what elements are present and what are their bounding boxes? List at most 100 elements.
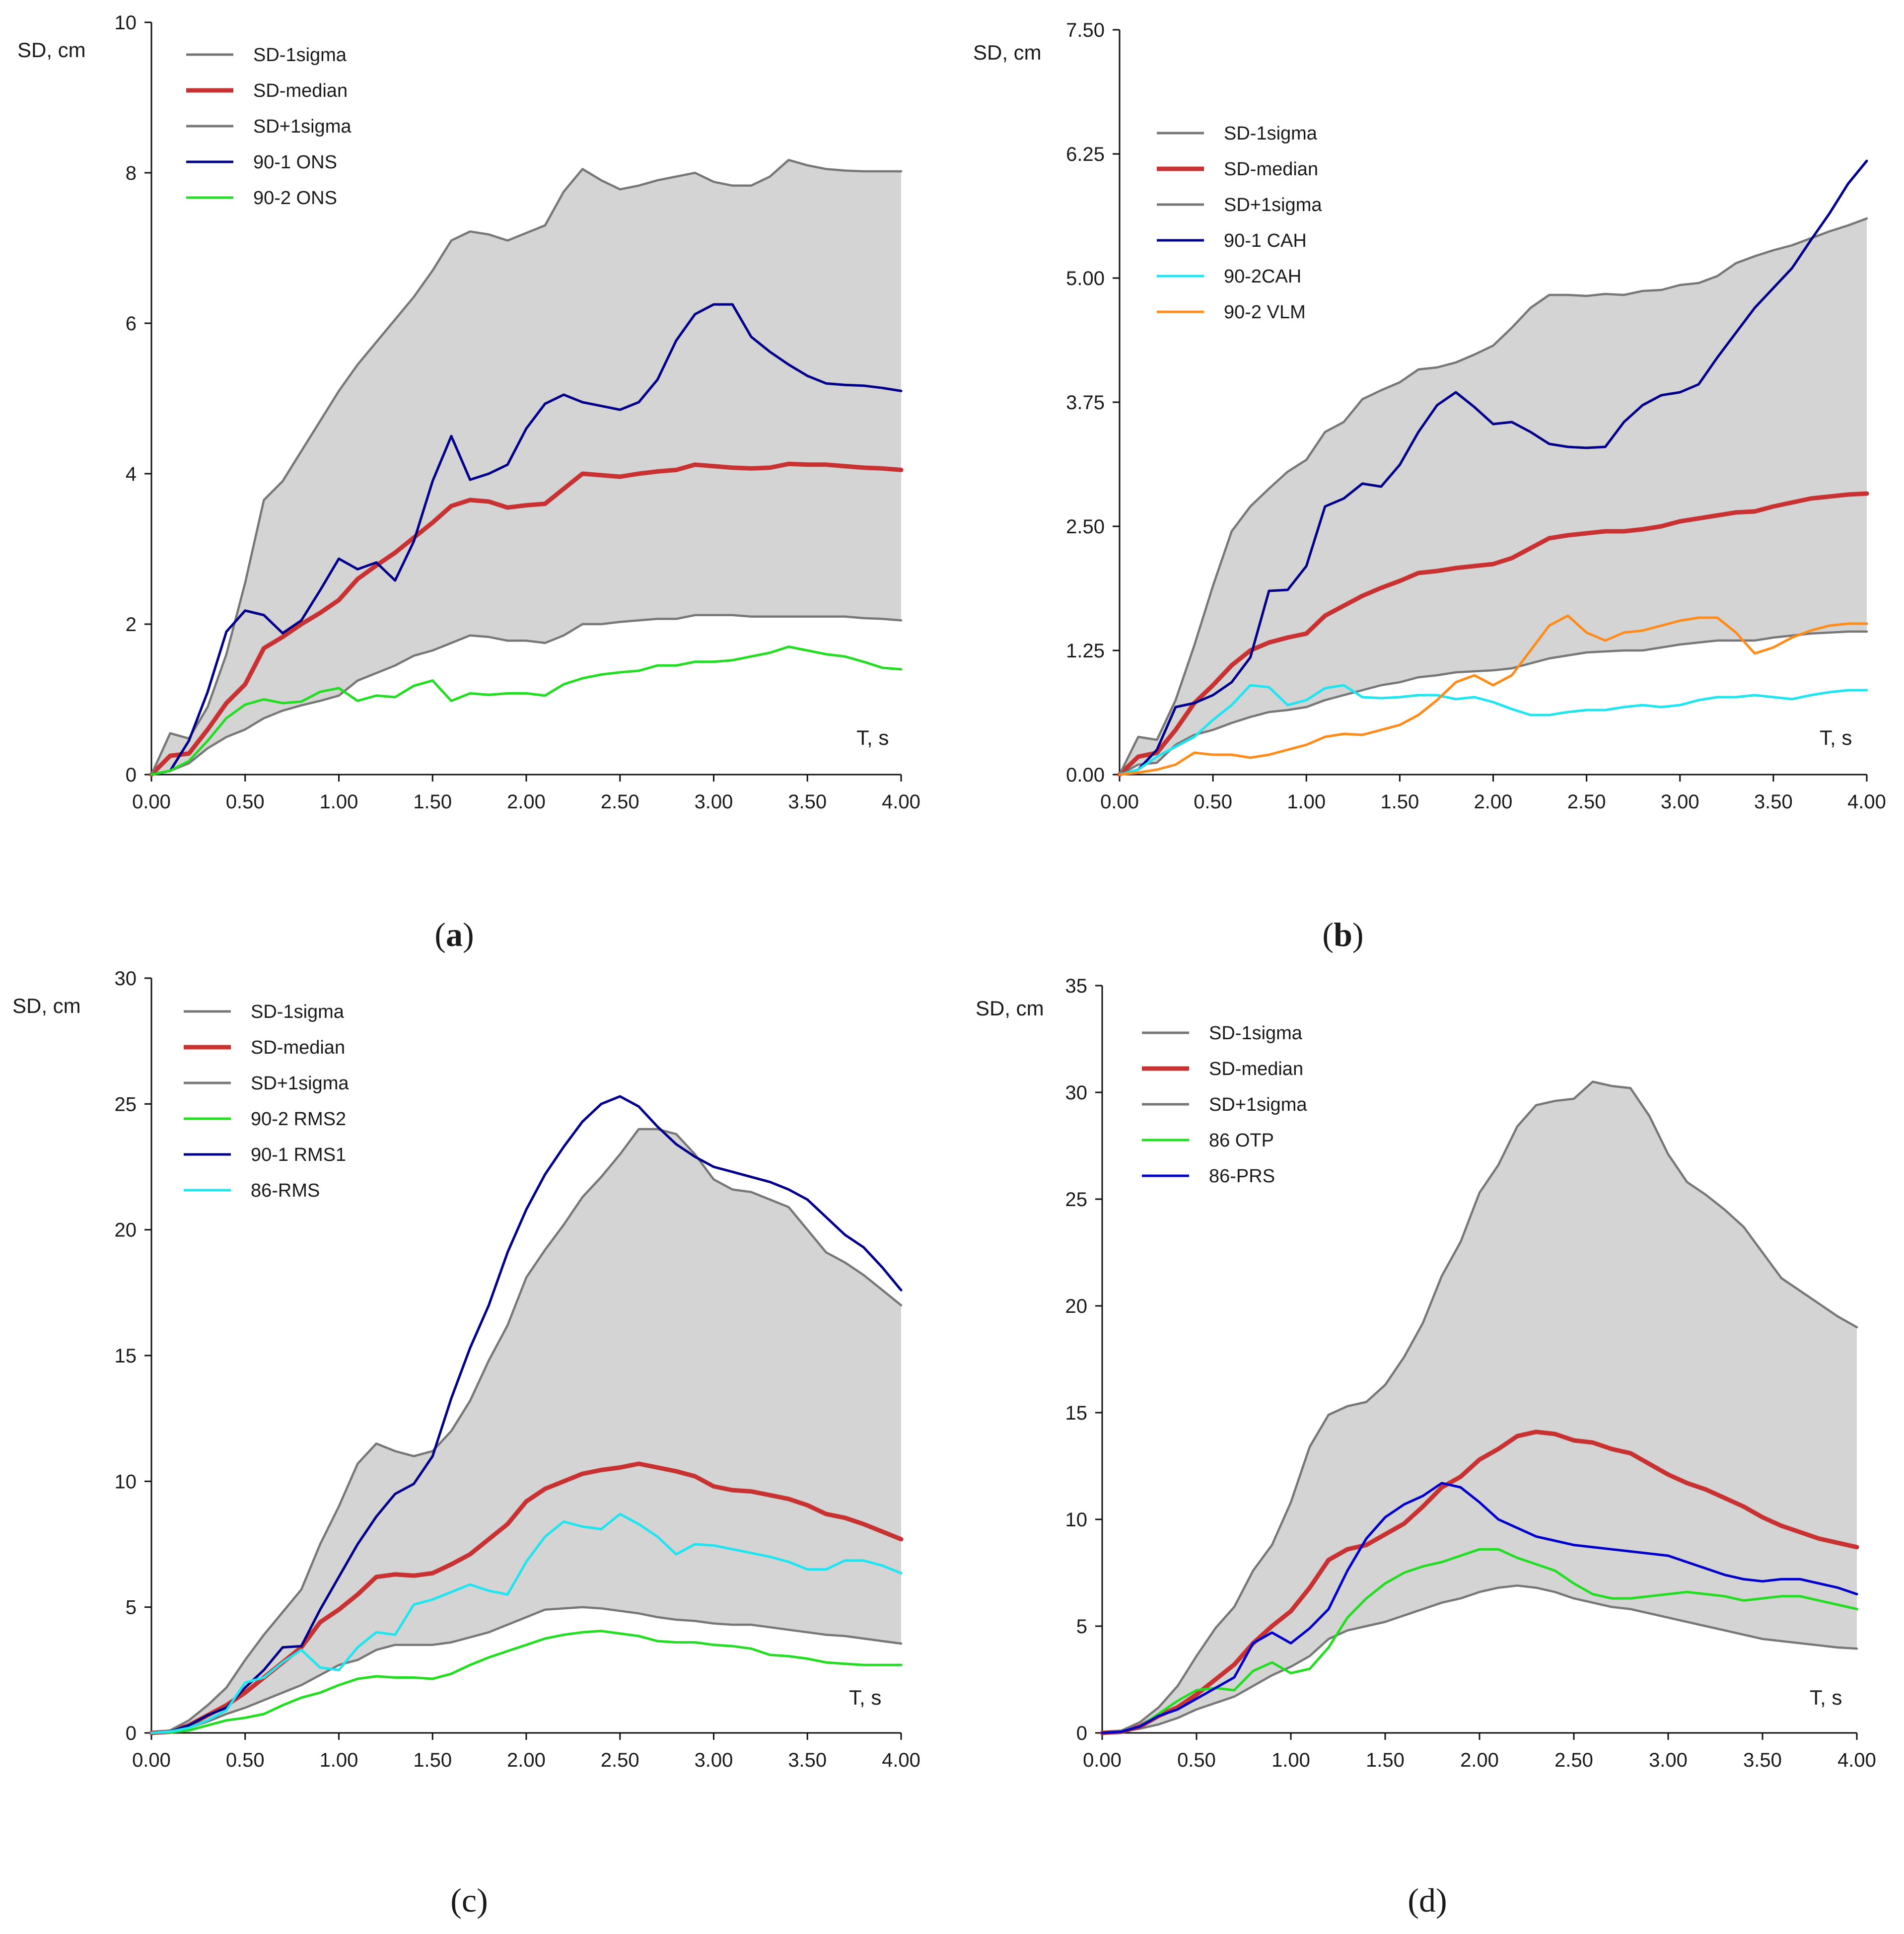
x-tick-label: 2.00 bbox=[1460, 1749, 1499, 1771]
legend-label: 90-2 ONS bbox=[253, 188, 337, 209]
y-tick-label: 7.50 bbox=[1066, 19, 1105, 41]
x-tick-label: 3.00 bbox=[1661, 791, 1699, 813]
sigma-band bbox=[151, 160, 901, 775]
series-line-86-prs bbox=[1101, 1482, 1858, 1734]
legend-label: 86-PRS bbox=[1209, 1166, 1275, 1187]
x-axis-label: T, s bbox=[849, 1686, 881, 1709]
x-tick-label: 3.50 bbox=[1743, 1749, 1782, 1771]
panel-caption: (b) bbox=[1322, 916, 1363, 953]
legend-label: SD+1sigma bbox=[253, 116, 352, 137]
x-tick-label: 3.50 bbox=[1754, 791, 1793, 813]
y-tick-label: 2.50 bbox=[1066, 516, 1105, 538]
legend: SD-1sigma SD-median SD+1sigma 90-1 CAH 90-2C… bbox=[1157, 123, 1322, 323]
x-tick-label: 2.00 bbox=[1474, 791, 1513, 813]
series-line-90-1-cah bbox=[1118, 159, 1868, 776]
series-line-sd-median bbox=[1100, 1430, 1859, 1735]
x-tick-label: 1.00 bbox=[320, 1749, 358, 1771]
panel-caption: (d) bbox=[1408, 1881, 1447, 1919]
x-tick-label: 4.00 bbox=[1837, 1749, 1876, 1771]
y-tick-label: 5.00 bbox=[1066, 268, 1105, 289]
series-line-90-2-rms2 bbox=[150, 1630, 903, 1734]
series-line-sd-1sigma bbox=[150, 614, 903, 776]
x-tick-label: 1.50 bbox=[1366, 1749, 1405, 1771]
x-tick-label: 0.50 bbox=[226, 791, 265, 813]
x-tick-label: 4.00 bbox=[882, 1749, 920, 1771]
series-line-sd-1sigma bbox=[150, 1606, 903, 1734]
legend-label: 90-2CAH bbox=[1224, 266, 1301, 287]
y-tick-label: 10 bbox=[115, 1471, 137, 1493]
x-axis-label: T, s bbox=[1820, 726, 1852, 749]
series-line-90-1-ons bbox=[150, 303, 903, 776]
y-tick-label: 8 bbox=[126, 162, 137, 184]
x-tick-label: 1.50 bbox=[413, 1749, 452, 1771]
x-tick-label: 2.50 bbox=[1554, 1749, 1593, 1771]
x-tick-label: 3.50 bbox=[788, 1749, 827, 1771]
x-tick-label: 4.00 bbox=[882, 791, 920, 813]
legend-label: 86 OTP bbox=[1209, 1130, 1274, 1151]
y-tick-label: 30 bbox=[1065, 1082, 1088, 1104]
x-tick-label: 3.00 bbox=[1649, 1749, 1688, 1771]
legend-label: SD+1sigma bbox=[251, 1073, 349, 1094]
series-line-sd-1sigma bbox=[150, 1128, 903, 1734]
y-tick-label: 0 bbox=[1076, 1722, 1087, 1744]
y-tick-label: 10 bbox=[115, 12, 137, 34]
x-tick-label: 0.00 bbox=[132, 791, 171, 813]
legend-label: SD-1sigma bbox=[251, 1002, 345, 1022]
y-tick-label: 0.00 bbox=[1066, 764, 1105, 786]
y-axis-label: SD, cm bbox=[12, 994, 81, 1017]
y-tick-label: 6.25 bbox=[1066, 143, 1105, 165]
legend-label: SD-median bbox=[251, 1037, 345, 1058]
series-line-86-rms bbox=[150, 1512, 903, 1734]
x-tick-label: 3.50 bbox=[788, 791, 827, 813]
series-line-sd-1sigma bbox=[1101, 1080, 1858, 1734]
y-tick-label: 10 bbox=[1065, 1509, 1088, 1531]
panel-caption: (a) bbox=[434, 916, 474, 953]
x-tick-label: 2.50 bbox=[1567, 791, 1606, 813]
y-tick-label: 0 bbox=[126, 1722, 137, 1744]
legend-label: SD-1sigma bbox=[1224, 123, 1318, 144]
y-tick-label: 3.75 bbox=[1066, 392, 1105, 414]
series-line-90-2-ons bbox=[150, 645, 903, 776]
chart-panel-a: 0 2 4 6 8 10 0.00 0.50 1.00 1.50 2.00 2.50 3.00 3.50 4… bbox=[17, 12, 920, 953]
x-tick-label: 0.50 bbox=[1177, 1749, 1216, 1771]
legend-label: SD-1sigma bbox=[253, 45, 347, 66]
x-tick-label: 1.00 bbox=[1287, 791, 1326, 813]
panel-caption: (c) bbox=[450, 1881, 488, 1919]
y-axis-label: SD, cm bbox=[976, 997, 1044, 1020]
x-tick-label: 1.00 bbox=[320, 791, 358, 813]
x-axis-label: T, s bbox=[856, 726, 889, 749]
y-tick-label: 15 bbox=[1065, 1402, 1088, 1424]
y-tick-label: 30 bbox=[115, 968, 137, 990]
y-tick-label: 20 bbox=[115, 1219, 137, 1241]
legend: SD-1sigma SD-median SD+1sigma 90-2 RMS2 90-1… bbox=[184, 1002, 349, 1201]
legend-label: SD-median bbox=[253, 80, 348, 101]
y-tick-label: 25 bbox=[115, 1093, 137, 1115]
legend-label: 90-2 RMS2 bbox=[251, 1109, 346, 1130]
y-tick-label: 5 bbox=[126, 1597, 137, 1619]
x-tick-label: 0.50 bbox=[1194, 791, 1232, 813]
x-tick-label: 2.00 bbox=[507, 791, 546, 813]
y-tick-label: 35 bbox=[1065, 975, 1088, 997]
chart-panel-d: 0 5 10 15 20 25 30 35 0.00 0.50 1.00 1.50 2.00 2.50 3.… bbox=[976, 975, 1876, 1919]
x-tick-label: 0.00 bbox=[1100, 791, 1139, 813]
series-line-sd-1sigma bbox=[1101, 1584, 1858, 1734]
series-line-sd-median bbox=[1117, 491, 1869, 777]
y-tick-label: 5 bbox=[1076, 1616, 1087, 1638]
series-line-90-2cah bbox=[1118, 684, 1868, 776]
x-tick-label: 0.00 bbox=[1083, 1749, 1122, 1771]
y-axis-label: SD, cm bbox=[17, 38, 86, 62]
x-tick-label: 2.50 bbox=[601, 791, 639, 813]
chart-panel-c: 0 5 10 15 20 25 30 0.00 0.50 1.00 1.50 2.00 2.50 3.00… bbox=[12, 968, 920, 1919]
y-tick-label: 15 bbox=[115, 1345, 137, 1367]
legend-label: SD+1sigma bbox=[1209, 1094, 1307, 1115]
x-tick-label: 4.00 bbox=[1847, 791, 1886, 813]
legend-label: SD-median bbox=[1224, 159, 1318, 180]
series-line-90-1-rms1 bbox=[150, 1095, 903, 1734]
legend-label: SD-median bbox=[1209, 1059, 1303, 1079]
y-tick-label: 2 bbox=[126, 614, 137, 636]
y-axis-label: SD, cm bbox=[973, 41, 1042, 64]
legend-label: 90-1 RMS1 bbox=[251, 1145, 346, 1165]
series-line-86-otp bbox=[1101, 1548, 1858, 1734]
x-tick-label: 1.50 bbox=[1380, 791, 1419, 813]
x-tick-label: 3.00 bbox=[695, 791, 733, 813]
